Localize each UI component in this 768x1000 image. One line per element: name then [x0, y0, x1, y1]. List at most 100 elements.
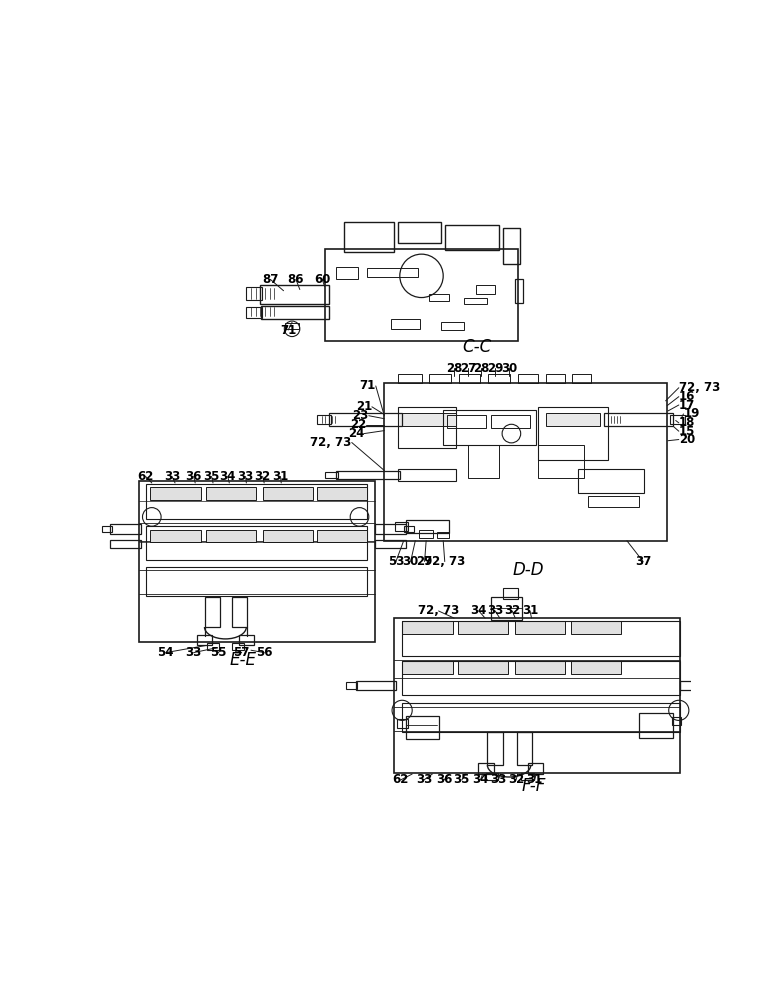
Bar	[406, 716, 439, 739]
Text: 34: 34	[220, 470, 236, 483]
Text: 32: 32	[254, 470, 271, 483]
Text: 16: 16	[679, 390, 695, 403]
Bar	[402, 661, 680, 695]
Bar	[515, 621, 565, 634]
Text: 71: 71	[359, 379, 376, 392]
Bar	[232, 597, 247, 627]
Bar	[492, 597, 522, 620]
Bar	[396, 522, 408, 531]
Text: 23: 23	[353, 409, 369, 422]
Bar	[325, 249, 518, 341]
Bar	[263, 530, 313, 542]
Text: 33: 33	[490, 773, 506, 786]
Bar	[402, 661, 452, 674]
Bar	[197, 635, 212, 645]
Text: 20: 20	[679, 433, 695, 446]
Bar	[247, 287, 262, 300]
Bar	[492, 415, 530, 428]
Bar	[429, 294, 449, 301]
Bar	[399, 222, 441, 243]
Text: 32: 32	[508, 773, 525, 786]
Bar	[147, 526, 367, 560]
Bar	[578, 469, 644, 493]
Bar	[285, 323, 299, 329]
Text: D-D: D-D	[513, 561, 545, 579]
Bar	[375, 540, 406, 548]
Text: 28: 28	[446, 362, 462, 375]
Bar	[441, 322, 464, 330]
Bar	[260, 285, 329, 304]
Text: 19: 19	[684, 407, 700, 420]
Text: 71: 71	[280, 324, 296, 337]
Bar	[317, 415, 331, 424]
Bar	[443, 410, 536, 445]
Text: 24: 24	[348, 427, 364, 440]
Bar	[204, 597, 220, 627]
Text: 15: 15	[679, 425, 695, 438]
Text: C-C: C-C	[462, 338, 492, 356]
Bar	[518, 374, 538, 383]
Bar	[458, 374, 481, 383]
Text: 28: 28	[473, 362, 489, 375]
Text: 33: 33	[237, 470, 253, 483]
Bar	[429, 374, 451, 383]
Text: 72, 73: 72, 73	[310, 436, 352, 449]
Bar	[402, 621, 680, 656]
Text: 53: 53	[388, 555, 404, 568]
Text: 21: 21	[356, 400, 372, 413]
Bar	[638, 713, 674, 738]
Bar	[545, 413, 600, 426]
Bar	[399, 374, 422, 383]
Text: 35: 35	[454, 773, 470, 786]
Text: 57: 57	[233, 646, 250, 659]
Bar	[458, 621, 508, 634]
Bar	[588, 496, 638, 507]
Bar	[571, 621, 621, 634]
Bar	[538, 407, 607, 460]
Bar	[206, 487, 257, 500]
Bar	[517, 732, 532, 765]
Text: 62: 62	[137, 470, 154, 483]
Text: 31: 31	[522, 604, 538, 617]
Bar	[670, 415, 685, 424]
Bar	[468, 445, 499, 478]
Bar	[528, 763, 543, 774]
Bar	[604, 413, 674, 426]
Text: 60: 60	[314, 273, 330, 286]
Bar	[488, 732, 503, 765]
Bar	[147, 484, 367, 519]
Text: 37: 37	[635, 555, 651, 568]
Text: 30: 30	[402, 555, 419, 568]
Bar	[346, 682, 357, 689]
Text: 33: 33	[186, 646, 202, 659]
Bar	[247, 307, 262, 318]
Bar	[464, 298, 488, 304]
Bar	[521, 773, 534, 780]
Bar	[458, 661, 508, 674]
Text: 55: 55	[210, 646, 227, 659]
Bar	[572, 374, 591, 383]
Bar	[367, 268, 418, 277]
Bar	[399, 469, 456, 481]
Bar	[447, 415, 486, 428]
Text: 33: 33	[487, 604, 503, 617]
Text: 33: 33	[164, 470, 180, 483]
Text: 27: 27	[460, 362, 476, 375]
Text: 31: 31	[273, 470, 289, 483]
Bar	[405, 526, 414, 532]
Bar	[147, 567, 367, 596]
Bar	[445, 225, 499, 250]
Bar	[486, 773, 498, 780]
Bar	[384, 383, 667, 541]
Bar	[395, 618, 680, 773]
Text: 34: 34	[472, 773, 488, 786]
Bar	[399, 407, 456, 448]
Text: 87: 87	[262, 273, 279, 286]
Bar	[538, 445, 584, 478]
Text: F-F: F-F	[521, 777, 546, 795]
Bar	[206, 530, 257, 542]
Text: 22: 22	[350, 418, 366, 431]
Bar	[139, 481, 375, 642]
Bar	[317, 487, 367, 500]
Text: 32: 32	[504, 604, 520, 617]
